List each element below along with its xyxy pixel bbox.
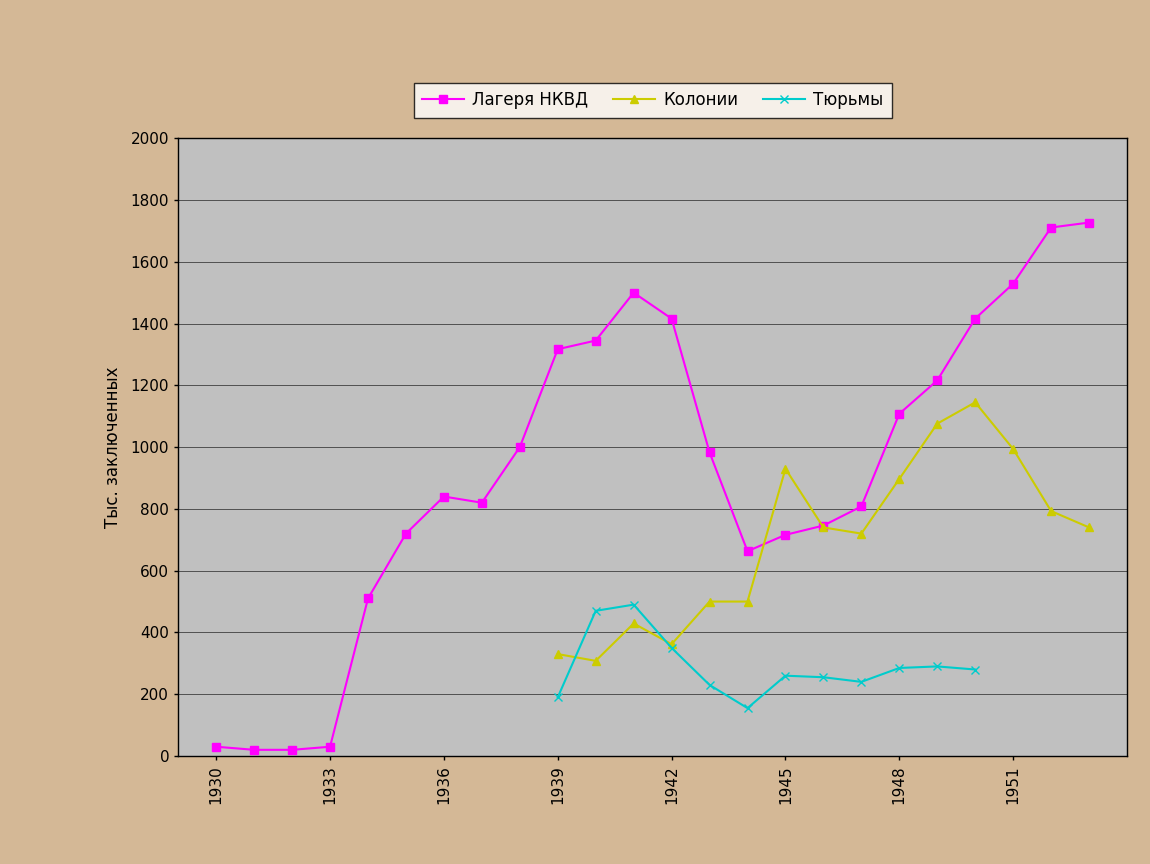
Колонии [665,639,678,650]
Legend: Лагеря НКВД, Колонии, Тюрьмы: Лагеря НКВД, Колонии, Тюрьмы [414,83,891,118]
Лагеря НКВД [361,594,375,604]
Тюрьмы [703,680,716,690]
Line: Колонии: Колонии [553,398,1094,665]
Тюрьмы [741,703,754,714]
Лагеря НКВД [741,546,754,556]
Колонии [551,649,565,659]
Лагеря НКВД [665,314,678,324]
Колонии [779,464,792,474]
Лагеря НКВД [816,520,830,530]
Колонии [741,596,754,607]
Лагеря НКВД [475,498,489,508]
Тюрьмы [589,606,603,616]
Колонии [589,656,603,666]
Лагеря НКВД [323,741,337,752]
Лагеря НКВД [399,529,413,539]
Лагеря НКВД [968,314,982,324]
Колонии [854,529,868,539]
Лагеря НКВД [551,344,565,354]
Лагеря НКВД [589,335,603,346]
Колонии [703,596,716,607]
Лагеря НКВД [209,741,223,752]
Колонии [1044,506,1058,517]
Тюрьмы [665,643,678,653]
Line: Лагеря НКВД: Лагеря НКВД [212,219,1094,754]
Лагеря НКВД [247,745,261,755]
Тюрьмы [968,664,982,675]
Колонии [1082,522,1096,532]
Колонии [892,473,906,484]
Тюрьмы [930,661,944,671]
Лагеря НКВД [513,442,527,453]
Лагеря НКВД [1006,278,1020,289]
Колонии [627,619,641,629]
Лагеря НКВД [1082,218,1096,228]
Тюрьмы [779,670,792,681]
Колонии [816,522,830,532]
Лагеря НКВД [854,501,868,511]
Лагеря НКВД [627,288,641,298]
Y-axis label: Тыс. заключенных: Тыс. заключенных [105,366,122,528]
Тюрьмы [854,677,868,687]
Лагеря НКВД [1044,222,1058,232]
Тюрьмы [551,692,565,702]
Лагеря НКВД [892,409,906,419]
Лагеря НКВД [779,530,792,540]
Колонии [930,418,944,429]
Лагеря НКВД [930,375,944,385]
Лагеря НКВД [285,745,299,755]
Колонии [968,397,982,408]
Тюрьмы [627,600,641,610]
Лагеря НКВД [437,492,451,502]
Лагеря НКВД [703,448,716,458]
Тюрьмы [892,663,906,673]
Line: Тюрьмы: Тюрьмы [553,600,980,712]
Колонии [1006,444,1020,454]
Тюрьмы [816,672,830,683]
